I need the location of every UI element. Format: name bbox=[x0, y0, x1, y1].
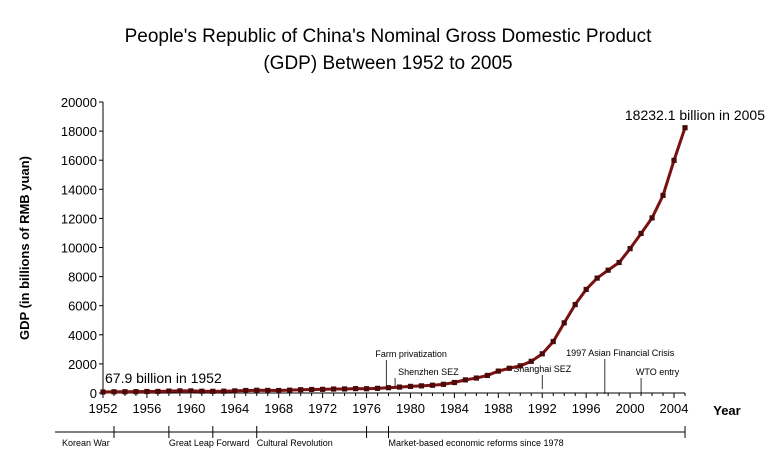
period-label: Great Leap Forward bbox=[169, 438, 250, 448]
gdp-data-point bbox=[166, 388, 172, 394]
x-tick-label: 1984 bbox=[440, 401, 469, 416]
gdp-data-point bbox=[649, 215, 655, 221]
gdp-data-point bbox=[210, 388, 216, 394]
gdp-data-point bbox=[638, 230, 644, 237]
gdp-data-point bbox=[221, 388, 227, 394]
gdp-data-point bbox=[539, 351, 545, 357]
period-label: Cultural Revolution bbox=[257, 438, 333, 448]
gdp-data-point bbox=[528, 358, 534, 364]
gdp-data-point bbox=[451, 379, 457, 386]
gdp-data-point bbox=[144, 388, 150, 395]
event-label: 1997 Asian Financial Crisis bbox=[566, 348, 675, 358]
gdp-data-point bbox=[331, 386, 337, 392]
gdp-data-point bbox=[298, 387, 304, 393]
gdp-data-point bbox=[473, 375, 479, 381]
event-label: Shanghai SEZ bbox=[513, 364, 572, 374]
end-value-annotation: 18232.1 billion in 2005 bbox=[625, 107, 765, 123]
gdp-data-point bbox=[506, 365, 512, 371]
gdp-data-point bbox=[352, 386, 359, 392]
y-tick-label: 12000 bbox=[61, 211, 97, 226]
x-tick-label: 1996 bbox=[572, 401, 601, 416]
x-tick-label: 2004 bbox=[660, 401, 689, 416]
y-tick-label: 8000 bbox=[68, 270, 97, 285]
y-tick-label: 0 bbox=[90, 386, 97, 401]
x-axis-title: Year bbox=[713, 403, 740, 418]
gdp-data-point bbox=[232, 388, 238, 394]
x-tick-label: 1960 bbox=[176, 401, 205, 416]
gdp-data-point bbox=[583, 286, 589, 293]
gdp-data-point bbox=[594, 275, 600, 281]
gdp-data-point bbox=[462, 377, 468, 383]
y-tick-label: 14000 bbox=[61, 182, 97, 197]
gdp-data-point bbox=[495, 368, 501, 374]
chart-title-line2: (GDP) Between 1952 to 2005 bbox=[263, 53, 512, 74]
period-label: Korean War bbox=[62, 438, 110, 448]
gdp-data-point bbox=[671, 157, 677, 163]
gdp-data-point bbox=[341, 386, 348, 392]
gdp-data-point bbox=[363, 386, 370, 392]
x-tick-label: 1968 bbox=[264, 401, 293, 416]
x-tick-label: 1956 bbox=[132, 401, 161, 416]
x-tick-label: 2000 bbox=[616, 401, 645, 416]
gdp-data-point bbox=[287, 387, 293, 393]
gdp-data-point bbox=[605, 267, 611, 273]
chart-title-line1: People's Republic of China's Nominal Gro… bbox=[125, 26, 653, 47]
gdp-data-point bbox=[309, 386, 315, 393]
gdp-data-point bbox=[418, 383, 425, 389]
gdp-data-point bbox=[243, 387, 249, 394]
y-tick-label: 6000 bbox=[68, 299, 97, 314]
gdp-data-point bbox=[484, 372, 490, 379]
gdp-data-point bbox=[111, 389, 117, 395]
y-axis-title: GDP (in billions of RMB yuan) bbox=[17, 156, 32, 340]
gdp-data-point bbox=[155, 388, 161, 395]
gdp-data-point bbox=[407, 383, 414, 389]
gdp-data-point bbox=[199, 388, 205, 394]
x-tick-label: 1972 bbox=[308, 401, 337, 416]
gdp-data-point bbox=[100, 389, 106, 395]
gdp-data-point bbox=[254, 387, 260, 393]
gdp-data-point bbox=[561, 320, 567, 326]
gdp-data-point bbox=[396, 384, 403, 390]
y-tick-label: 20000 bbox=[61, 95, 97, 110]
event-label: Shenzhen SEZ bbox=[398, 367, 459, 377]
x-tick-label: 1992 bbox=[528, 401, 557, 416]
x-tick-label: 1976 bbox=[352, 401, 381, 416]
x-tick-label: 1952 bbox=[89, 401, 118, 416]
y-tick-label: 18000 bbox=[61, 124, 97, 139]
gdp-data-point bbox=[550, 338, 556, 345]
gdp-data-point bbox=[517, 363, 523, 369]
gdp-data-point bbox=[122, 389, 128, 395]
gdp-data-point bbox=[627, 246, 633, 252]
x-tick-label: 1980 bbox=[396, 401, 425, 416]
y-tick-label: 10000 bbox=[61, 241, 97, 256]
gdp-data-point bbox=[616, 259, 622, 266]
gdp-data-point bbox=[133, 389, 139, 395]
event-label: WTO entry bbox=[636, 367, 680, 377]
y-tick-label: 2000 bbox=[68, 357, 97, 372]
gdp-data-point bbox=[177, 388, 183, 394]
gdp-data-point bbox=[572, 301, 578, 308]
x-tick-label: 1988 bbox=[484, 401, 513, 416]
gdp-data-point bbox=[440, 381, 447, 387]
gdp-data-point bbox=[188, 388, 194, 394]
gdp-data-point bbox=[265, 387, 271, 394]
period-label: Market-based economic reforms since 1978 bbox=[389, 438, 564, 448]
start-value-annotation: 67.9 billion in 1952 bbox=[105, 370, 222, 386]
y-tick-label: 4000 bbox=[68, 328, 97, 343]
gdp-data-point bbox=[276, 387, 282, 394]
gdp-data-point bbox=[320, 386, 326, 392]
gdp-data-point bbox=[385, 385, 392, 391]
gdp-data-point bbox=[682, 125, 688, 131]
event-label: Farm privatization bbox=[375, 349, 447, 359]
gdp-data-point bbox=[660, 192, 666, 198]
y-tick-label: 16000 bbox=[61, 153, 97, 168]
x-tick-label: 1964 bbox=[220, 401, 249, 416]
gdp-data-point bbox=[374, 385, 381, 391]
gdp-data-point bbox=[429, 382, 436, 388]
